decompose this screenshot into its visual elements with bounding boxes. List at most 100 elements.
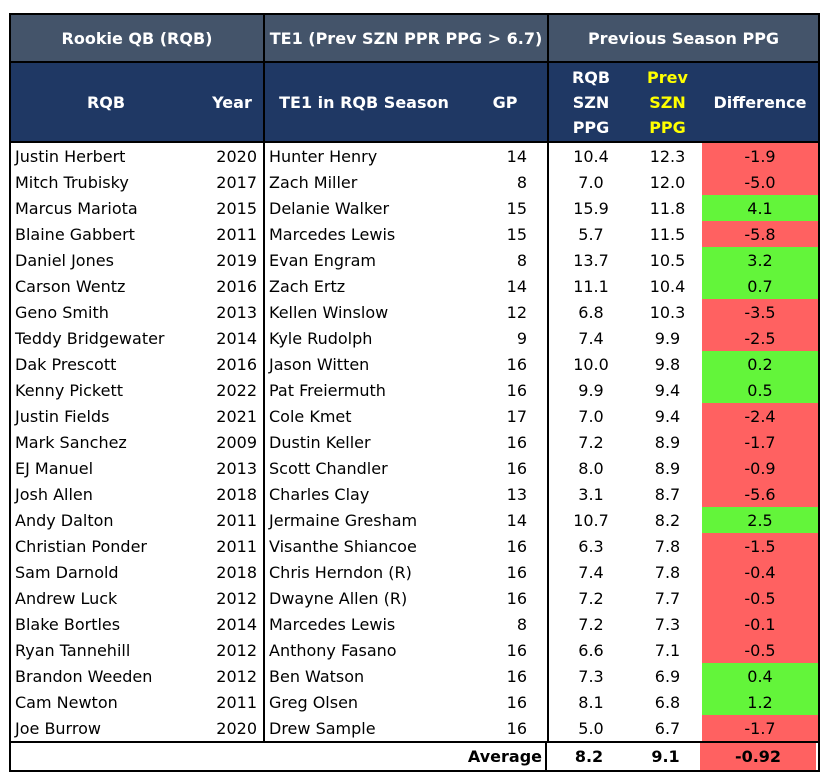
prev-szn-ppg: 8.2: [654, 510, 681, 530]
te1-name: Zach Ertz: [263, 273, 463, 299]
prev-szn-ppg: 7.8: [654, 562, 681, 582]
prev-szn-ppg: 12.3: [649, 146, 686, 166]
games-played: 12: [506, 302, 527, 322]
te1-name: Zach Miller: [263, 169, 463, 195]
rqb-szn-ppg: 10.4: [547, 143, 633, 169]
te1-name: Visanthe Shiancoe: [263, 533, 463, 559]
rqb-szn-ppg: 9.9: [547, 377, 633, 403]
table-row: Dak Prescott 2016 Jason Witten 16 10.0 9.8 0.2: [11, 351, 818, 377]
games-played: 13: [506, 484, 527, 504]
games-played: 16: [506, 458, 527, 478]
games-played: 16: [506, 588, 527, 608]
table-row: Brandon Weeden 2012 Ben Watson 16 7.3 6.9 0.4: [11, 663, 818, 689]
games-played: 14: [506, 276, 527, 296]
difference: 2.5: [702, 507, 818, 533]
rqb-szn-ppg: 7.0: [547, 403, 633, 429]
games-played: 16: [506, 536, 527, 556]
rqb-szn-ppg: 6.8: [547, 299, 633, 325]
prev-szn-ppg: 7.3: [654, 614, 681, 634]
prev-szn-ppg: 10.5: [649, 250, 686, 270]
rqb-szn-ppg: 6.3: [547, 533, 633, 559]
prev-szn-ppg: 7.7: [654, 588, 681, 608]
rqb-year: 2016: [216, 276, 257, 296]
column-header-rqb: RQB: [86, 92, 126, 112]
rqb-szn-ppg: 10.7: [547, 507, 633, 533]
table-row: Daniel Jones 2019 Evan Engram 8 13.7 10.5 3.2: [11, 247, 818, 273]
rqb-name: Blake Bortles: [15, 614, 121, 634]
games-played: 16: [506, 562, 527, 582]
table-row: Blake Bortles 2014 Marcedes Lewis 8 7.2 7.3 -0…: [11, 611, 818, 637]
rqb-name: Justin Fields: [15, 406, 110, 426]
prev-szn-ppg: 6.9: [654, 666, 681, 686]
rqb-szn-ppg: 6.6: [547, 637, 633, 663]
rqb-year: 2021: [216, 406, 257, 426]
table-row: Andy Dalton 2011 Jermaine Gresham 14 10.7 8.2…: [11, 507, 818, 533]
table-row: Cam Newton 2011 Greg Olsen 16 8.1 6.8 1.2: [11, 689, 818, 715]
te1-name: Greg Olsen: [263, 689, 463, 715]
te1-name: Cole Kmet: [263, 403, 463, 429]
rqb-szn-ppg: 7.2: [547, 585, 633, 611]
table-row: Andrew Luck 2012 Dwayne Allen (R) 16 7.2 7.7 -…: [11, 585, 818, 611]
games-played: 16: [506, 666, 527, 686]
group-header-te1: TE1 (Prev SZN PPR PPG > 6.7): [263, 15, 547, 61]
difference: -1.5: [702, 533, 818, 559]
rqb-year: 2016: [216, 354, 257, 374]
table-row: Joe Burrow 2020 Drew Sample 16 5.0 6.7 -1.7: [11, 715, 818, 741]
te1-name: Kyle Rudolph: [263, 325, 463, 351]
table-row: Sam Darnold 2018 Chris Herndon (R) 16 7.4 7.8…: [11, 559, 818, 585]
difference: -0.4: [702, 559, 818, 585]
rqb-szn-ppg: 7.2: [547, 429, 633, 455]
te1-name: Delanie Walker: [263, 195, 463, 221]
prev-szn-ppg: 12.0: [649, 172, 686, 192]
rqb-szn-ppg: 5.0: [547, 715, 633, 741]
difference: -2.5: [702, 325, 818, 351]
rqb-name: Mark Sanchez: [15, 432, 127, 452]
te1-name: Scott Chandler: [263, 455, 463, 481]
rqb-year: 2020: [216, 718, 257, 738]
prev-szn-ppg: 6.7: [654, 718, 681, 738]
average-row: Average 8.2 9.1 -0.92: [11, 741, 818, 770]
rqb-name: Blaine Gabbert: [15, 224, 135, 244]
rqb-name: Geno Smith: [15, 302, 109, 322]
games-played: 8: [516, 172, 527, 192]
rqb-name: Dak Prescott: [15, 354, 117, 374]
rqb-name: Joe Burrow: [15, 718, 101, 738]
group-header-previous-season-ppg: Previous Season PPG: [547, 15, 818, 61]
difference: -5.8: [702, 221, 818, 247]
average-rqb-ppg: 8.2: [574, 747, 604, 766]
rqb-year: 2012: [216, 640, 257, 660]
table-row: EJ Manuel 2013 Scott Chandler 16 8.0 8.9 -0.9: [11, 455, 818, 481]
games-played: 15: [506, 224, 527, 244]
rqb-name: Teddy Bridgewater: [15, 328, 165, 348]
difference: -0.5: [702, 637, 818, 663]
rqb-szn-ppg: 8.1: [547, 689, 633, 715]
table-row: Kenny Pickett 2022 Pat Freiermuth 16 9.9 9.4 0…: [11, 377, 818, 403]
te1-name: Pat Freiermuth: [263, 377, 463, 403]
games-played: 14: [506, 510, 527, 530]
rqb-szn-ppg: 15.9: [547, 195, 633, 221]
games-played: 16: [506, 640, 527, 660]
rqb-name: Brandon Weeden: [15, 666, 153, 686]
column-header-prev-szn-ppg: Prev SZN PPG: [633, 63, 702, 141]
rqb-szn-ppg: 11.1: [547, 273, 633, 299]
table-row: Teddy Bridgewater 2014 Kyle Rudolph 9 7.4 9.9…: [11, 325, 818, 351]
rqb-szn-ppg: 7.0: [547, 169, 633, 195]
difference: -0.1: [702, 611, 818, 637]
rqb-year: 2011: [216, 692, 257, 712]
table-body: Justin Herbert 2020 Hunter Henry 14 10.4 12.3…: [11, 143, 818, 741]
rqb-szn-ppg: 10.0: [547, 351, 633, 377]
header-line: RQB: [571, 67, 611, 87]
te1-name: Hunter Henry: [263, 143, 463, 169]
rqb-year: 2019: [216, 250, 257, 270]
rqb-name: Justin Herbert: [15, 146, 126, 166]
rqb-szn-ppg: 7.3: [547, 663, 633, 689]
column-header-difference: Difference: [713, 92, 807, 112]
te1-name: Jermaine Gresham: [263, 507, 463, 533]
rqb-year: 2015: [216, 198, 257, 218]
rqb-name: Ryan Tannehill: [15, 640, 131, 660]
column-header-gp: GP: [492, 92, 518, 112]
column-header-year: Year: [212, 92, 252, 112]
table-row: Ryan Tannehill 2012 Anthony Fasano 16 6.6 7.1…: [11, 637, 818, 663]
rqb-szn-ppg: 13.7: [547, 247, 633, 273]
difference: 0.7: [702, 273, 818, 299]
